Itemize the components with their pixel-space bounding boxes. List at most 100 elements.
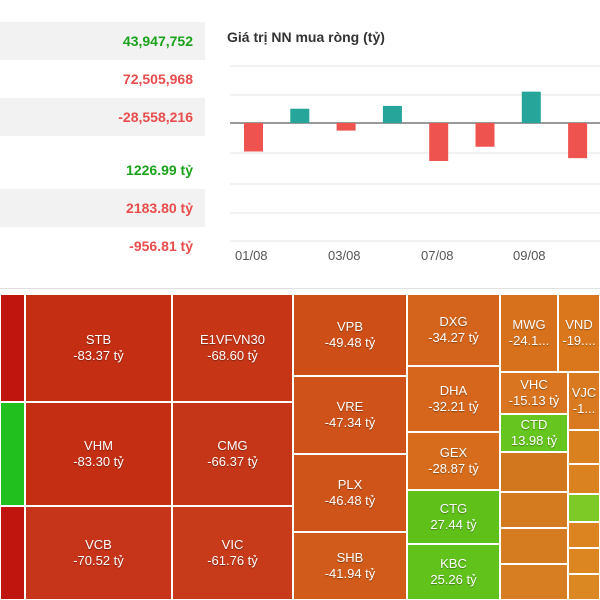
treemap-tile-small[interactable] — [500, 492, 568, 528]
stat-text: -28,558,216 — [118, 109, 193, 125]
stat-value: 1226.99 tỷ — [0, 151, 205, 189]
treemap-tile-e1vfvn30[interactable]: E1VFVN30 -68.60 tỷ — [172, 294, 293, 402]
stat-value: 72,505,968 — [0, 60, 205, 98]
tile-value: -66.37 tỷ — [207, 454, 258, 469]
treemap-tile-small[interactable] — [500, 564, 568, 600]
tile-value: -41.94 tỷ — [324, 566, 376, 581]
tile-value: 13.98 tỷ — [510, 433, 558, 448]
tile-symbol: VPB — [336, 319, 363, 334]
tile-value: -34.27 tỷ — [428, 330, 479, 345]
treemap-tile-small[interactable] — [500, 528, 568, 564]
tile-symbol: VRE — [336, 399, 364, 414]
tile-symbol: CMG — [217, 438, 248, 453]
tile-value: -15.13 tỷ — [508, 393, 560, 408]
tile-value: -1... — [572, 401, 596, 416]
chart-bar[interactable] — [429, 123, 449, 161]
tile-symbol: VHM — [84, 438, 113, 453]
tile-value: -47.34 tỷ — [324, 415, 376, 430]
foreign-trade-treemap: STB -83.37 tỷ VHM -83.30 tỷ VCB -70.52 t… — [0, 294, 600, 600]
chart-bar[interactable] — [244, 123, 263, 152]
treemap-tile-vpb[interactable]: VPB -49.48 tỷ — [293, 294, 407, 376]
stat-text: -956.81 tỷ — [129, 238, 193, 254]
tile-symbol: GEX — [439, 445, 468, 460]
treemap-tile-plx[interactable]: PLX -46.48 tỷ — [293, 454, 407, 532]
treemap-tile-vre[interactable]: VRE -47.34 tỷ — [293, 376, 407, 454]
tile-symbol: STB — [85, 332, 112, 347]
tile-value: -83.37 tỷ — [73, 348, 124, 363]
treemap-tile-small[interactable] — [568, 430, 600, 464]
treemap-tile-vcb[interactable]: VCB -70.52 tỷ — [25, 506, 172, 600]
treemap-tile-small[interactable] — [568, 574, 600, 600]
treemap-tile-small[interactable] — [568, 494, 600, 522]
tile-value: 25.26 tỷ — [430, 572, 477, 587]
tile-symbol: KBC — [440, 556, 467, 571]
stat-text: 2183.80 tỷ — [126, 200, 193, 216]
tile-value: -24.1... — [508, 333, 550, 348]
treemap-tile-gex[interactable]: GEX -28.87 tỷ — [407, 432, 500, 490]
stat-text: 43,947,752 — [122, 33, 193, 49]
treemap-tile-vic[interactable]: VIC -61.76 tỷ — [172, 506, 293, 600]
chart-bar[interactable] — [336, 123, 356, 131]
chart-bar[interactable] — [382, 105, 402, 123]
treemap-tile-mwg[interactable]: MWG -24.1... — [500, 294, 558, 372]
tile-value: -70.52 tỷ — [73, 553, 124, 568]
net-foreign-chart: Giá trị NN mua ròng (tỷ) 01/08 03/08 07/08… — [215, 0, 600, 285]
tile-symbol: CTD — [520, 417, 548, 432]
treemap-tile-stb[interactable]: STB -83.37 tỷ — [25, 294, 172, 402]
treemap-tile-vnd[interactable]: VND -19.... — [558, 294, 600, 372]
tile-value: -46.48 tỷ — [324, 493, 376, 508]
tile-symbol: VJC — [571, 385, 597, 400]
treemap-tile-ctg[interactable]: CTG 27.44 tỷ — [407, 490, 500, 544]
treemap-tile-vhm[interactable]: VHM -83.30 tỷ — [25, 402, 172, 506]
tile-symbol: PLX — [337, 477, 363, 492]
treemap-tile-vhc[interactable]: VHC -15.13 tỷ — [500, 372, 568, 414]
chart-tick-label: 07/08 — [421, 248, 454, 263]
tile-symbol: CTG — [439, 501, 468, 516]
chart-bar[interactable] — [290, 108, 310, 123]
stat-text: 72,505,968 — [122, 71, 193, 87]
tile-value: -28.87 tỷ — [428, 461, 479, 476]
chart-tick-label: 09/08 — [513, 248, 546, 263]
tile-symbol: E1VFVN30 — [199, 332, 266, 347]
stat-text: 1226.99 tỷ — [126, 162, 193, 178]
tile-symbol: VIC — [221, 537, 244, 552]
treemap-tile-small[interactable] — [568, 464, 600, 494]
treemap-tile-shb[interactable]: SHB -41.94 tỷ — [293, 532, 407, 600]
tile-value: -19.... — [562, 333, 596, 348]
treemap-tile-vjc[interactable]: VJC -1... — [568, 372, 600, 430]
chart-bar[interactable] — [568, 123, 588, 159]
stat-value: 2183.80 tỷ — [0, 189, 205, 227]
treemap-tile-dha[interactable]: DHA -32.21 tỷ — [407, 366, 500, 432]
tile-symbol: VCB — [85, 537, 112, 552]
treemap-tile-kbc[interactable]: KBC 25.26 tỷ — [407, 544, 500, 600]
chart-title: Giá trị NN mua ròng (tỷ) — [227, 29, 385, 45]
stat-value: -956.81 tỷ — [0, 227, 205, 265]
tile-symbol: MWG — [512, 317, 546, 332]
tile-value: -49.48 tỷ — [324, 335, 376, 350]
treemap-tile-partial[interactable] — [0, 402, 25, 506]
tile-value: -68.60 tỷ — [207, 348, 258, 363]
tile-symbol: VHC — [520, 377, 548, 392]
tile-value: 27.44 tỷ — [430, 517, 477, 532]
treemap-tile-small[interactable] — [500, 452, 568, 492]
treemap-tile-partial[interactable] — [0, 294, 25, 402]
tile-symbol: DXG — [439, 314, 468, 329]
treemap-tile-cmg[interactable]: CMG -66.37 tỷ — [172, 402, 293, 506]
treemap-tile-dxg[interactable]: DXG -34.27 tỷ — [407, 294, 500, 366]
stat-value: -28,558,216 — [0, 98, 205, 136]
treemap-tile-ctd[interactable]: CTD 13.98 tỷ — [500, 414, 568, 452]
treemap-tile-small[interactable] — [568, 548, 600, 574]
chart-bar[interactable] — [521, 91, 541, 123]
treemap-tile-small[interactable] — [568, 522, 600, 548]
tile-symbol: VND — [565, 317, 593, 332]
stat-value: 43,947,752 — [0, 22, 205, 60]
tile-value: -83.30 tỷ — [73, 454, 124, 469]
tile-value: -61.76 tỷ — [207, 553, 258, 568]
chart-bar[interactable] — [475, 123, 495, 147]
tile-symbol: SHB — [336, 550, 364, 565]
chart-svg: 01/08 03/08 07/08 09/08 — [230, 65, 600, 263]
chart-tick-label: 01/08 — [235, 248, 268, 263]
tile-symbol: DHA — [439, 383, 468, 398]
treemap-tile-partial[interactable] — [0, 506, 25, 600]
section-divider — [0, 288, 600, 289]
